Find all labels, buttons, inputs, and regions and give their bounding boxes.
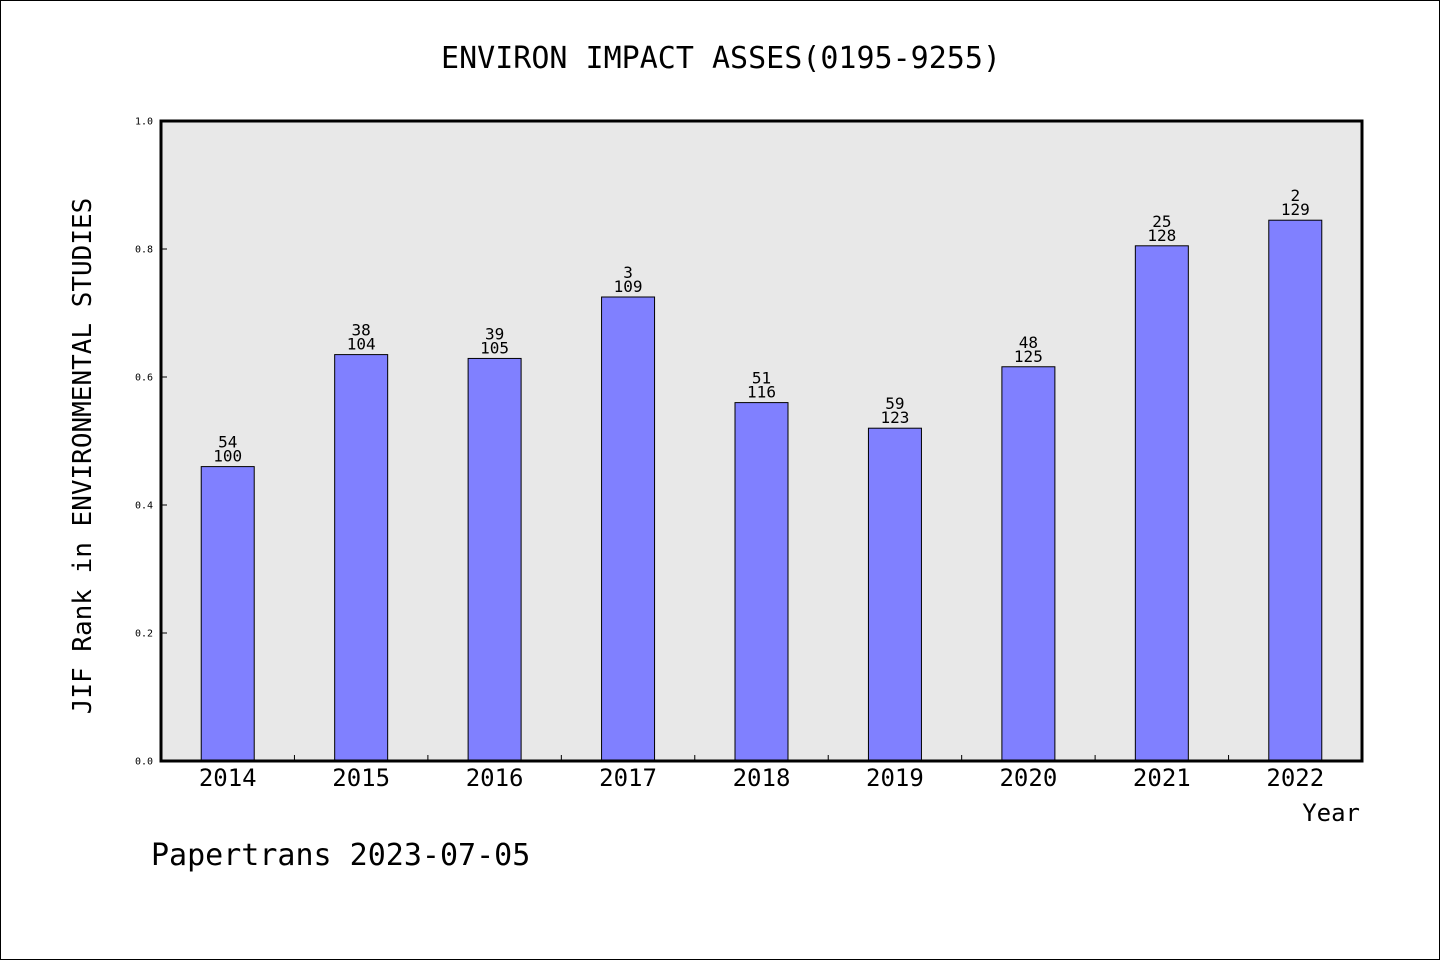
- x-tick-label: 2019: [866, 764, 924, 792]
- bar-2016: [467, 357, 522, 762]
- y-axis-label: JIF Rank in ENVIRONMENTAL STUDIES: [68, 198, 98, 715]
- bar-label-total: 129: [1281, 200, 1310, 219]
- x-tick-label: 2016: [466, 764, 524, 792]
- x-axis-label: Year: [1302, 799, 1360, 827]
- x-tick-label: 2020: [999, 764, 1057, 792]
- bar-label-total: 104: [347, 335, 376, 354]
- y-tick-label: 0.6: [135, 373, 153, 384]
- y-tick-label: 0.0: [135, 757, 153, 768]
- chart-title: ENVIRON IMPACT ASSES(0195-9255): [441, 41, 1001, 76]
- bar-label-total: 128: [1147, 226, 1176, 245]
- x-tick-label: 2021: [1133, 764, 1191, 792]
- bar-label-rank: 59: [885, 394, 904, 413]
- x-tick-label: 2014: [199, 764, 257, 792]
- bar-label-rank: 25: [1152, 212, 1171, 231]
- bar-2020: [1001, 366, 1056, 762]
- bar-2018: [734, 402, 789, 762]
- bar-label-total: 125: [1014, 347, 1043, 366]
- y-tick-label: 0.4: [135, 501, 153, 512]
- bar-label-total: 116: [747, 383, 776, 402]
- bar-label-rank: 54: [218, 433, 237, 452]
- x-tick-label: 2015: [332, 764, 390, 792]
- y-tick-label: 0.2: [135, 629, 153, 640]
- footer-credit: Papertrans 2023-07-05: [151, 838, 530, 873]
- bar-2019: [867, 427, 922, 762]
- x-tick-label: 2018: [733, 764, 791, 792]
- y-tick-label: 1.0: [135, 117, 153, 128]
- bar-label-rank: 48: [1019, 333, 1038, 352]
- bar-label-rank: 38: [352, 321, 371, 340]
- x-tick-label: 2017: [599, 764, 657, 792]
- bar-label-rank: 2: [1290, 186, 1300, 205]
- bar-2021: [1134, 245, 1189, 762]
- bar-label-total: 105: [480, 338, 509, 357]
- bar-label-total: 109: [614, 277, 643, 296]
- bar-label-total: 123: [880, 408, 909, 427]
- plot-border: [159, 119, 1364, 763]
- x-axis: 2014 2015 2016 2017 2018 2019 2020 2021 2022: [199, 755, 1324, 792]
- bar-2015: [334, 354, 389, 762]
- x-tick-label: 2022: [1266, 764, 1324, 792]
- y-tick-label: 0.8: [135, 245, 153, 256]
- bar-label-total: 100: [213, 447, 242, 466]
- bar-2022: [1268, 219, 1323, 762]
- bar-2017: [601, 296, 656, 762]
- bar-label-rank: 51: [752, 369, 771, 388]
- bar-label-rank: 39: [485, 324, 504, 343]
- bar-2014: [200, 466, 255, 762]
- bar-label-rank: 3: [623, 263, 633, 282]
